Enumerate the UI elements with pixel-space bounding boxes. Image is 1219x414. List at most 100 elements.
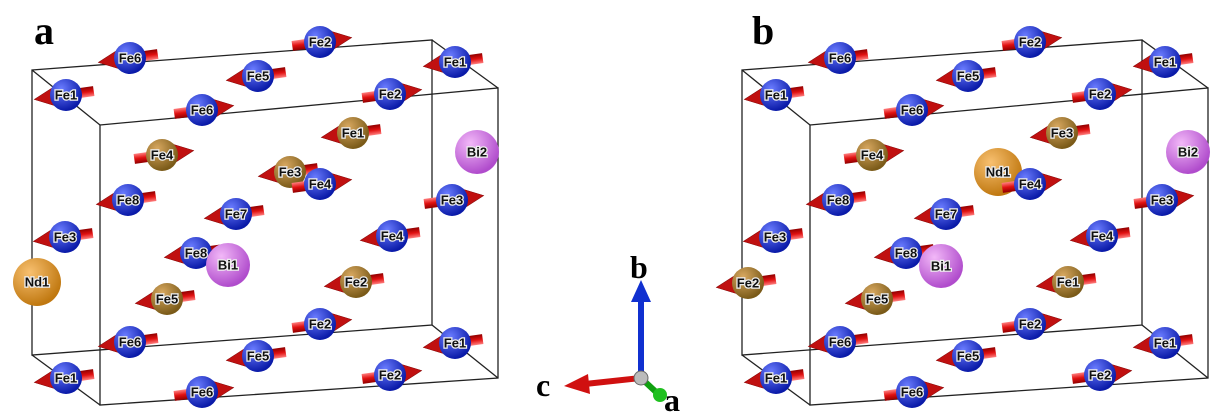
atom-label: Fe1 xyxy=(55,370,77,385)
atom: Fe6 xyxy=(807,326,869,358)
atom-label: Fe6 xyxy=(191,102,213,117)
atom-label: Fe5 xyxy=(957,348,979,363)
atom-label: Fe6 xyxy=(119,334,141,349)
atom-sphere xyxy=(242,340,274,372)
atom-label: Fe5 xyxy=(957,68,979,83)
atom-label: Fe6 xyxy=(901,102,923,117)
atom-sphere xyxy=(759,221,791,253)
atom-sphere xyxy=(1149,46,1181,78)
atom-sphere xyxy=(856,139,888,171)
atom-label: Fe5 xyxy=(866,291,888,306)
atom: Fe4 xyxy=(1001,168,1063,200)
atom-sphere xyxy=(50,362,82,394)
atom-label: Fe2 xyxy=(1019,34,1041,49)
atom-sphere xyxy=(896,94,928,126)
axis-c-head xyxy=(564,374,590,394)
atom-sphere xyxy=(340,266,372,298)
atom-sphere xyxy=(890,237,922,269)
atom-sphere xyxy=(376,220,408,252)
atom-sphere xyxy=(1166,130,1210,174)
atom: Fe1 xyxy=(422,327,484,359)
atom-sphere xyxy=(186,94,218,126)
atom-label: Fe5 xyxy=(247,348,269,363)
atom-sphere xyxy=(220,198,252,230)
atom: Fe1 xyxy=(743,362,805,394)
atom-label: Fe2 xyxy=(1089,86,1111,101)
atom: Fe2 xyxy=(1001,308,1063,340)
atom: Fe6 xyxy=(883,94,945,126)
atom-sphere xyxy=(436,184,468,216)
atom: Fe1 xyxy=(33,79,95,111)
atom: Bi2 xyxy=(1166,130,1210,174)
atom-sphere xyxy=(919,244,963,288)
atom-sphere xyxy=(1014,26,1046,58)
atom: Fe6 xyxy=(883,376,945,408)
axis-label: a xyxy=(664,382,680,414)
atom-label: Nd1 xyxy=(986,164,1011,179)
atom-sphere xyxy=(374,359,406,391)
atom-label: Fe2 xyxy=(1089,367,1111,382)
atom-sphere xyxy=(760,362,792,394)
atom-label: Fe4 xyxy=(1019,176,1042,191)
atom-label: Fe8 xyxy=(117,192,139,207)
atom-sphere xyxy=(274,156,306,188)
atom-sphere xyxy=(114,326,146,358)
atom: Fe3 xyxy=(423,184,485,216)
atom-label: Fe6 xyxy=(191,384,213,399)
atom: Fe8 xyxy=(805,184,867,216)
atom-label: Fe4 xyxy=(1091,228,1114,243)
atom-label: Fe2 xyxy=(309,316,331,331)
axis-c-arrow xyxy=(584,375,642,387)
atom-sphere xyxy=(824,326,856,358)
atom-label: Fe1 xyxy=(1057,274,1079,289)
atom-label: Fe3 xyxy=(1151,192,1173,207)
atom-sphere xyxy=(439,327,471,359)
atom-sphere xyxy=(861,283,893,315)
atoms: Fe6 Fe2 Fe1 Fe5 Fe1 Fe6 Fe2 Fe1 Fe4 Fe3 Fe4 Bi2 Fe8 F… xyxy=(13,26,1210,408)
atom-label: Fe1 xyxy=(342,125,364,140)
atom-sphere xyxy=(896,376,928,408)
atom-sphere xyxy=(146,139,178,171)
atom-label: Fe1 xyxy=(1154,54,1176,69)
atom-sphere xyxy=(112,184,144,216)
atom-label: Fe1 xyxy=(765,87,787,102)
atom: Fe3 xyxy=(32,221,94,253)
atom: Fe1 xyxy=(1132,327,1194,359)
axis-origin xyxy=(633,370,649,386)
atom: Fe4 xyxy=(359,220,421,252)
atom-label: Fe3 xyxy=(764,229,786,244)
atom: Fe4 xyxy=(1069,220,1131,252)
atom-sphere xyxy=(304,308,336,340)
atom: Fe1 xyxy=(743,79,805,111)
atom-sphere xyxy=(304,26,336,58)
atom-sphere xyxy=(1146,184,1178,216)
atom-label: Fe3 xyxy=(279,164,301,179)
atom-sphere xyxy=(439,46,471,78)
atom: Fe2 xyxy=(361,359,423,391)
atom: Fe7 xyxy=(913,198,975,230)
atom-label: Fe2 xyxy=(379,86,401,101)
atom-label: Fe3 xyxy=(441,192,463,207)
atom-label: Fe1 xyxy=(55,87,77,102)
atom: Fe3 xyxy=(1029,117,1091,149)
atom-sphere xyxy=(1149,327,1181,359)
atom-label: Fe5 xyxy=(156,291,178,306)
atom-sphere xyxy=(50,79,82,111)
atom: Fe1 xyxy=(1035,266,1097,298)
cell-front xyxy=(809,87,1209,406)
atom-sphere xyxy=(732,267,764,299)
atom: Fe2 xyxy=(361,78,423,110)
atom: Fe1 xyxy=(320,117,382,149)
atom-label: Fe1 xyxy=(765,370,787,385)
axis-label: b xyxy=(630,249,648,285)
atom-label: Fe2 xyxy=(737,275,759,290)
atom: Bi1 xyxy=(206,243,250,287)
atom-label: Fe2 xyxy=(1019,316,1041,331)
atom: Fe1 xyxy=(422,46,484,78)
axis-label: c xyxy=(536,367,550,403)
atom-sphere xyxy=(1086,220,1118,252)
atom-label: Fe6 xyxy=(829,334,851,349)
atom-sphere xyxy=(1084,359,1116,391)
atom-sphere xyxy=(952,340,984,372)
atom-sphere xyxy=(49,221,81,253)
